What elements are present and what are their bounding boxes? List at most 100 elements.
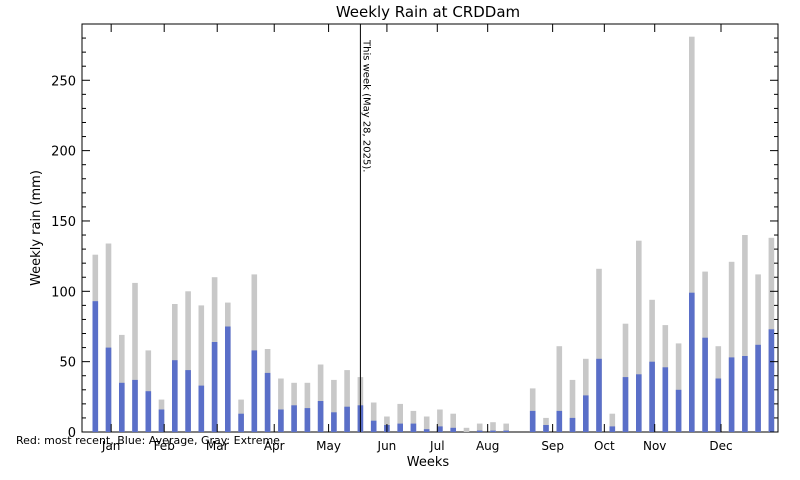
x-tick-label: May (316, 439, 341, 453)
average-bar (370, 420, 377, 432)
legend-note: Red: most recent, Blue: Average, Gray: E… (16, 434, 280, 447)
average-bar (596, 358, 602, 432)
average-bar (317, 401, 324, 432)
extreme-bar (304, 382, 311, 432)
average-bar (689, 292, 695, 432)
average-bar (291, 405, 297, 432)
x-tick-label: Nov (643, 439, 666, 453)
average-bar (145, 391, 152, 432)
y-tick-label: 250 (51, 74, 76, 89)
average-bar (198, 385, 205, 432)
average-bar (158, 409, 165, 432)
x-tick-label: Feb (154, 439, 175, 453)
extreme-bar (450, 413, 456, 432)
extreme-series (92, 36, 775, 432)
plot-frame (81, 23, 779, 433)
average-bar (529, 410, 536, 432)
average-bar (662, 367, 669, 432)
average-bar (105, 347, 112, 432)
x-tick-label: Mar (206, 439, 229, 453)
extreme-bar (397, 403, 403, 432)
y-axis-label: Weekly rain (mm) (29, 170, 44, 286)
extreme-bar (529, 388, 536, 432)
extreme-bar (344, 370, 350, 432)
extreme-bar (503, 423, 509, 432)
average-bar (636, 374, 642, 432)
average-bar (609, 426, 616, 432)
extreme-bar (569, 379, 576, 432)
x-tick-label: Sep (541, 439, 564, 453)
x-tick-label: Oct (594, 439, 615, 453)
y-axis: 0 50 100 150 200 250 (51, 37, 778, 441)
x-tick-label: Jan (101, 439, 121, 453)
average-bar (715, 378, 722, 432)
extreme-bar (596, 268, 602, 432)
average-bar (675, 389, 682, 432)
average-bar (92, 301, 99, 432)
average-bar (397, 423, 403, 432)
extreme-bar (463, 427, 470, 432)
extreme-bar (370, 402, 377, 432)
y-tick-label: 0 (68, 426, 76, 441)
extreme-bar (556, 346, 563, 432)
average-bar (768, 329, 775, 432)
average-bar (410, 423, 417, 432)
average-bar (728, 357, 735, 432)
x-axis-label: Weeks (407, 455, 450, 470)
extreme-bar (636, 240, 642, 432)
extreme-bar (476, 423, 483, 432)
extreme-bar (609, 413, 616, 432)
average-bar (304, 408, 311, 432)
average-bar (119, 382, 125, 432)
average-bar (503, 430, 509, 432)
average-bar (543, 425, 549, 432)
average-bar (344, 406, 350, 432)
extreme-bar (331, 379, 337, 432)
average-bar (742, 356, 748, 432)
average-bar (437, 426, 443, 432)
average-bar (569, 417, 576, 432)
average-bar (251, 350, 258, 432)
chart-title: Weekly Rain at CRDDam (336, 3, 520, 21)
extreme-bar (437, 409, 443, 432)
average-bar (238, 413, 244, 432)
average-bar (278, 409, 284, 432)
extreme-bar (278, 378, 284, 432)
x-tick-label: Aug (476, 439, 499, 453)
average-bar (476, 430, 483, 432)
average-bar (132, 379, 138, 432)
extreme-bar (410, 410, 417, 432)
average-bar (225, 326, 231, 432)
y-tick-label: 50 (59, 356, 76, 371)
average-bar (622, 377, 629, 432)
x-tick-label: Dec (709, 439, 732, 453)
average-bar (211, 342, 218, 432)
average-bar (583, 395, 589, 432)
extreme-bar (490, 422, 496, 432)
y-tick-label: 100 (51, 285, 76, 300)
average-series (92, 292, 775, 432)
x-tick-label: Jun (377, 439, 397, 453)
extreme-bar (543, 417, 549, 432)
average-bar (185, 370, 191, 432)
extreme-bar (728, 261, 735, 432)
average-bar (702, 337, 708, 432)
average-bar (649, 361, 655, 432)
average-bar (450, 427, 456, 432)
extreme-bar (317, 364, 324, 432)
x-tick-label: Jul (429, 439, 444, 453)
extreme-bar (675, 343, 682, 432)
extreme-bar (198, 305, 205, 432)
average-bar (264, 372, 271, 432)
x-tick-label: Apr (264, 439, 285, 453)
y-tick-label: 150 (51, 215, 76, 230)
current-week-label: This week (May 28, 2025). (360, 39, 371, 172)
average-bar (755, 344, 761, 432)
extreme-bar (742, 235, 748, 432)
average-bar (556, 410, 563, 432)
extreme-bar (423, 416, 430, 432)
average-bar (172, 360, 178, 432)
extreme-bar (185, 291, 191, 432)
extreme-bar (105, 243, 112, 432)
